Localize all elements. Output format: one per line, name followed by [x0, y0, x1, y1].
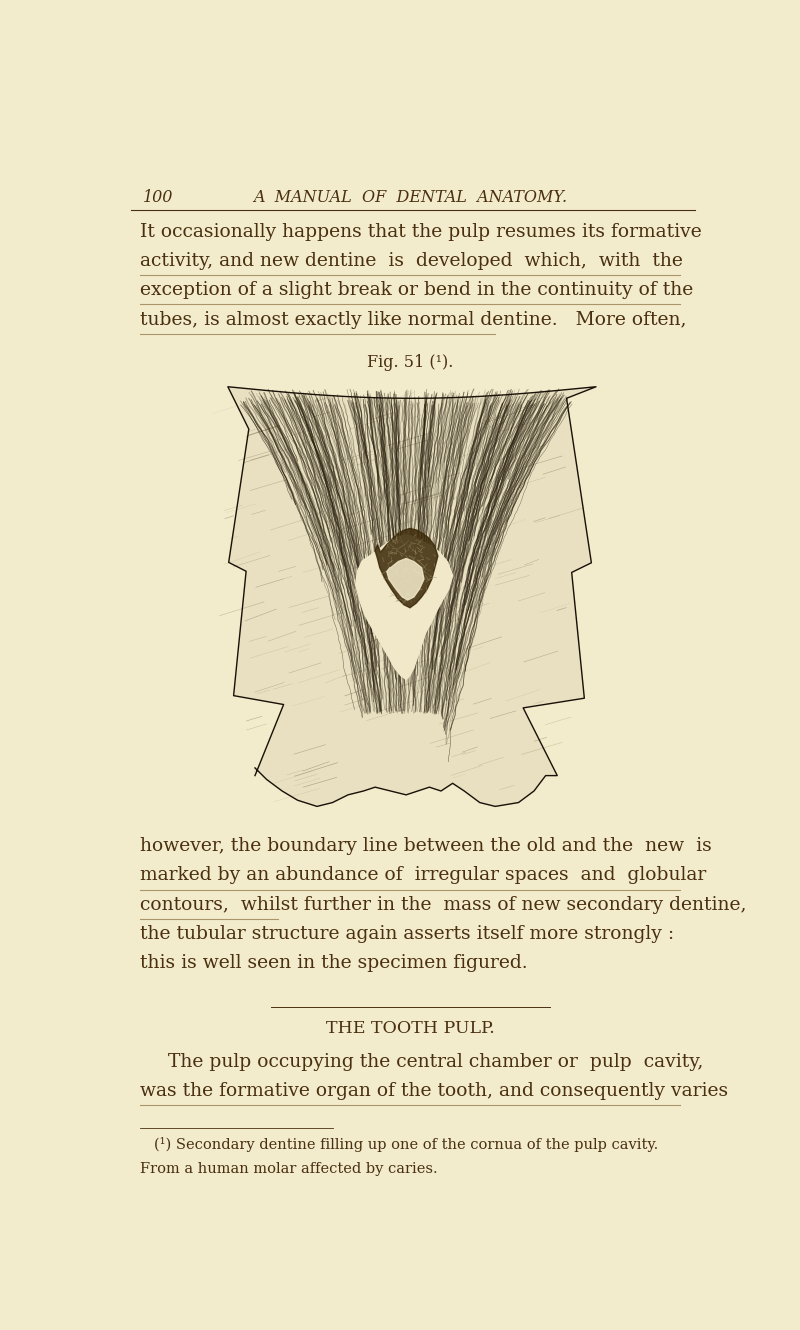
Text: was the formative organ of the tooth, and consequently varies: was the formative organ of the tooth, an…	[140, 1083, 729, 1100]
Text: 100: 100	[142, 189, 173, 206]
Text: THE TOOTH PULP.: THE TOOTH PULP.	[326, 1020, 494, 1037]
Text: Fig. 51 (¹).: Fig. 51 (¹).	[367, 354, 453, 371]
Text: (¹) Secondary dentine filling up one of the cornua of the pulp cavity.: (¹) Secondary dentine filling up one of …	[154, 1137, 658, 1153]
Text: exception of a slight break or bend in the continuity of the: exception of a slight break or bend in t…	[140, 281, 694, 299]
Polygon shape	[228, 387, 596, 806]
Text: tubes, is almost exactly like normal dentine.   More often,: tubes, is almost exactly like normal den…	[140, 310, 686, 329]
Text: contours,  whilst further in the  mass of new secondary dentine,: contours, whilst further in the mass of …	[140, 895, 747, 914]
Text: however, the boundary line between the old and the  new  is: however, the boundary line between the o…	[140, 837, 712, 855]
Text: The pulp occupying the central chamber or  pulp  cavity,: The pulp occupying the central chamber o…	[168, 1053, 703, 1071]
Polygon shape	[375, 528, 438, 608]
Text: marked by an abundance of  irregular spaces  and  globular: marked by an abundance of irregular spac…	[140, 866, 706, 884]
Polygon shape	[386, 559, 424, 600]
Polygon shape	[356, 535, 453, 680]
Text: activity, and new dentine  is  developed  which,  with  the: activity, and new dentine is developed w…	[140, 251, 683, 270]
Text: From a human molar affected by caries.: From a human molar affected by caries.	[140, 1162, 438, 1176]
Text: the tubular structure again asserts itself more strongly :: the tubular structure again asserts itse…	[140, 924, 674, 943]
Text: this is well seen in the specimen figured.: this is well seen in the specimen figure…	[140, 954, 528, 972]
Text: It occasionally happens that the pulp resumes its formative: It occasionally happens that the pulp re…	[140, 222, 702, 241]
Text: A  MANUAL  OF  DENTAL  ANATOMY.: A MANUAL OF DENTAL ANATOMY.	[253, 189, 567, 206]
